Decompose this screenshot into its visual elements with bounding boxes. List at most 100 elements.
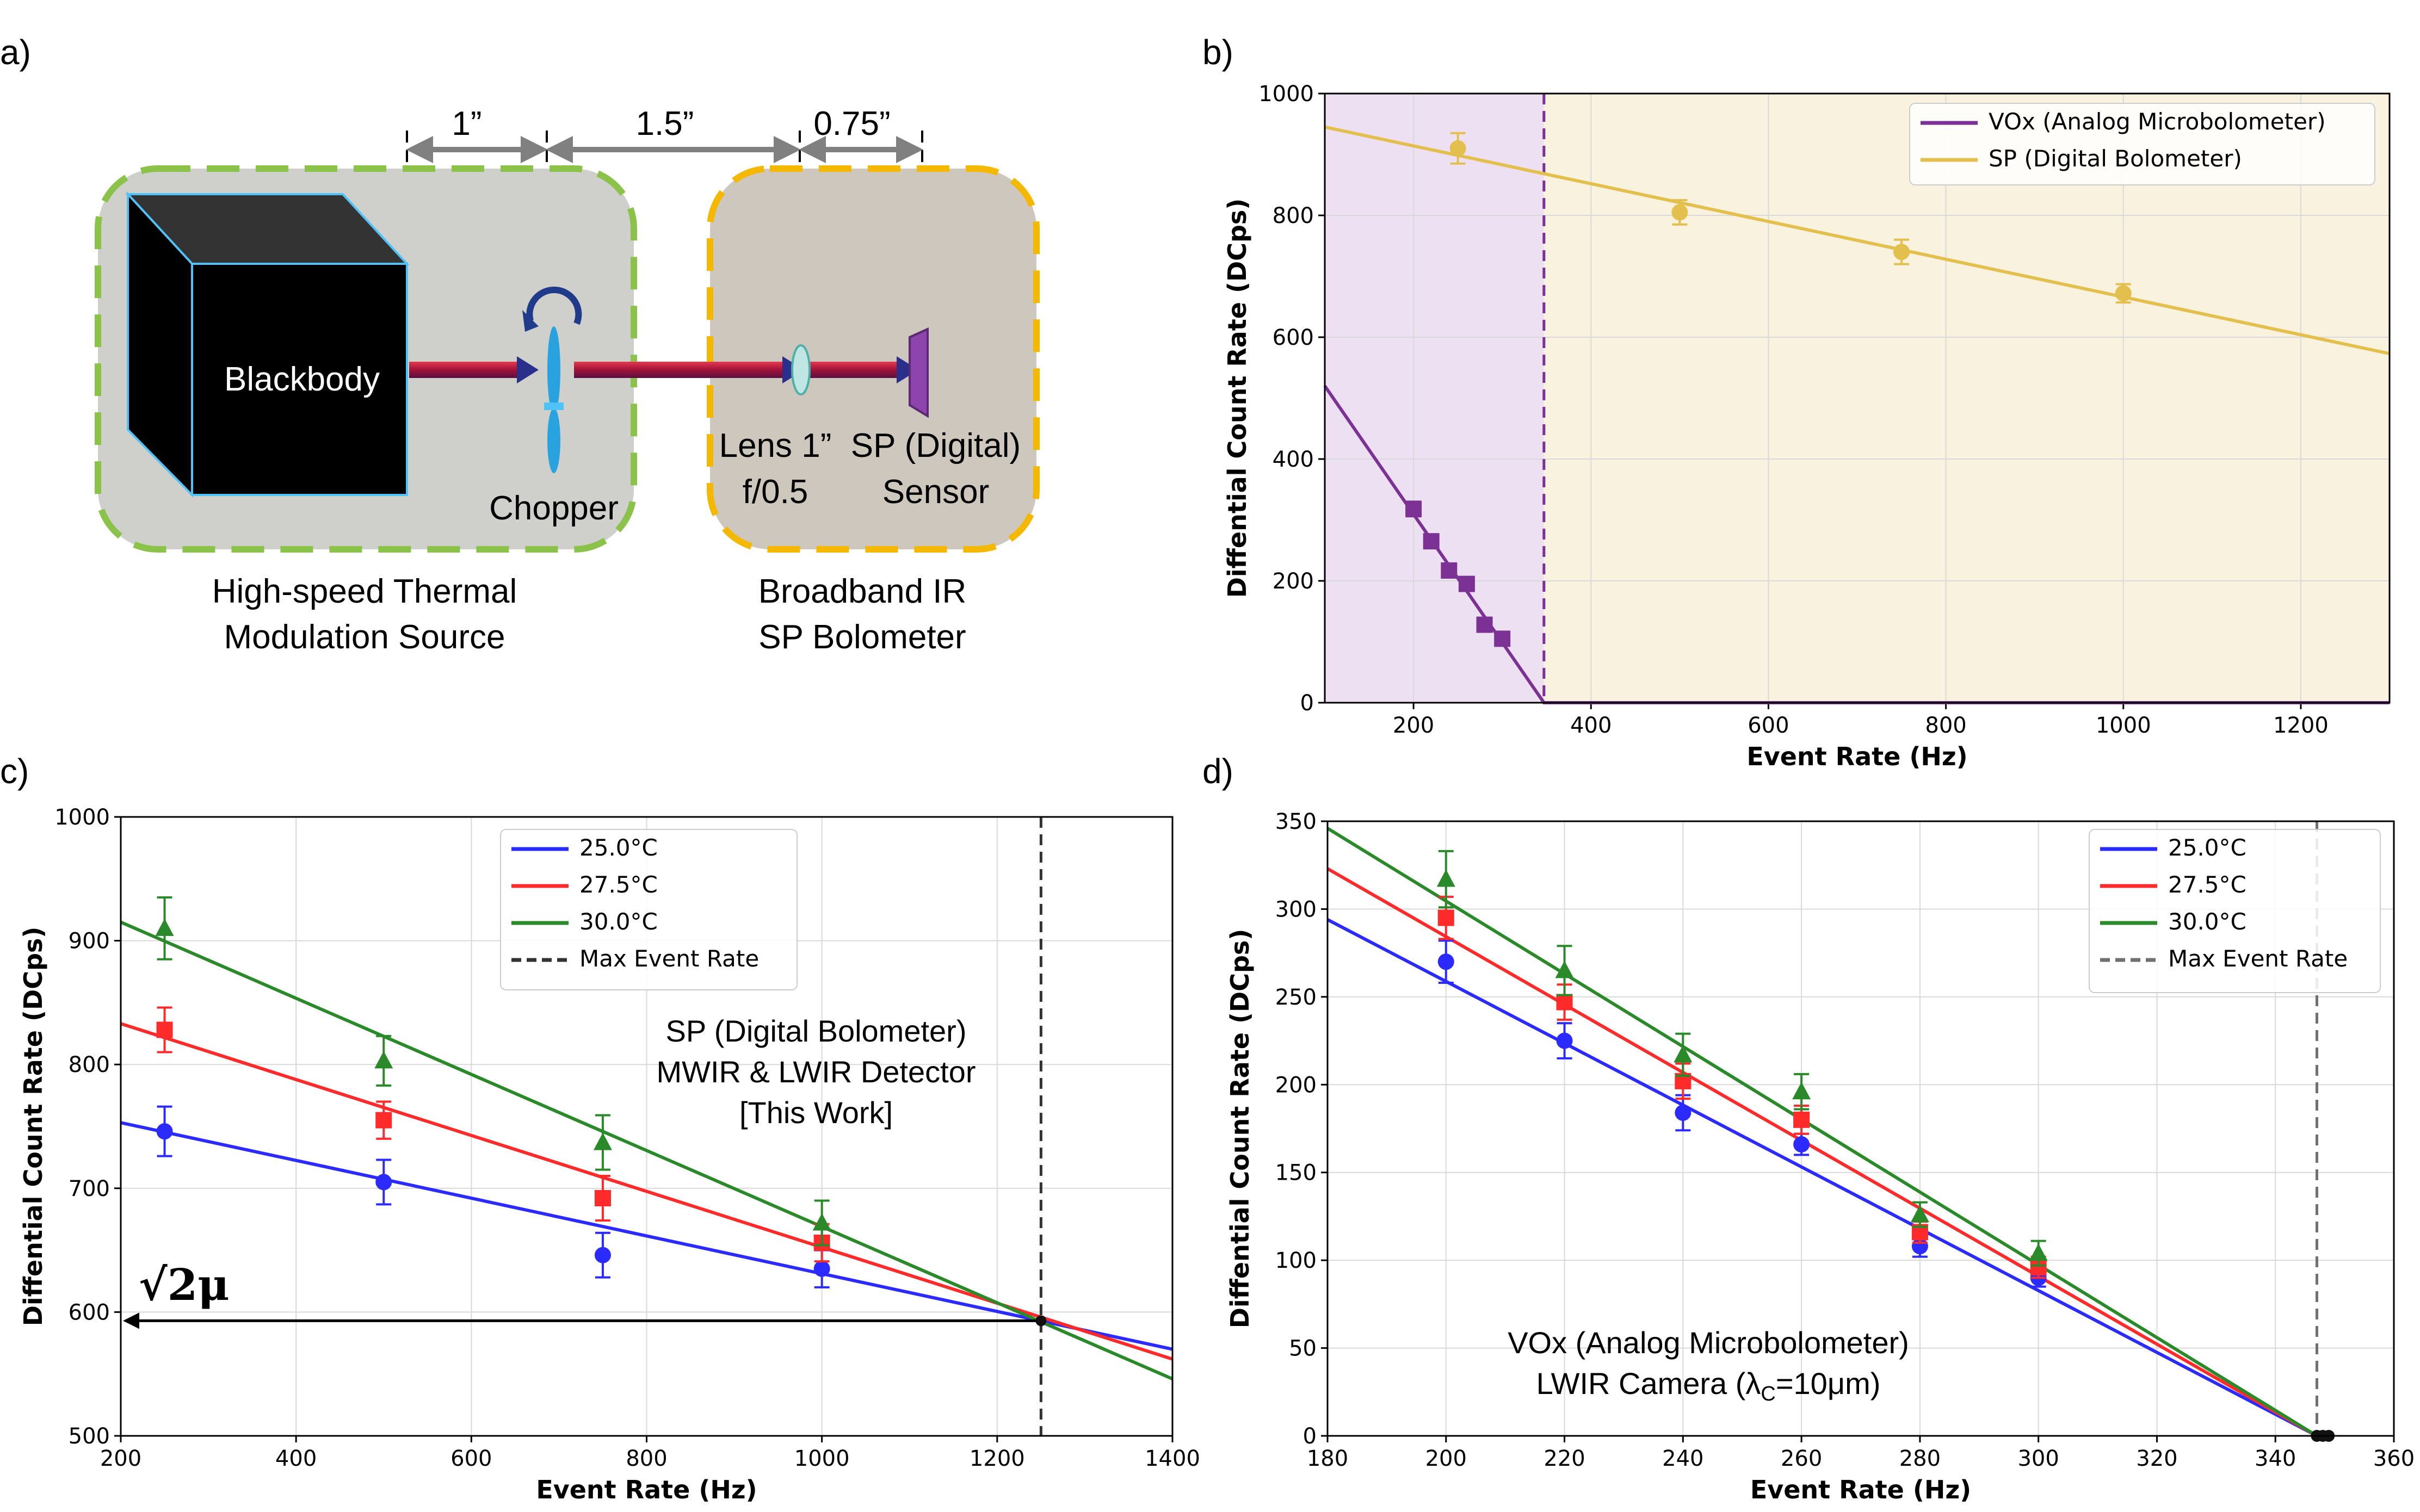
y-axis-title: Diffential Count Rate (DCps): [1223, 199, 1252, 598]
x-tick-label: 400: [275, 1446, 317, 1471]
data-point: [1494, 630, 1511, 647]
x-tick-label: 400: [1570, 713, 1612, 738]
panel-c-label: c): [0, 752, 29, 791]
blackbody-label: Blackbody: [224, 361, 380, 398]
plot-c: 200 400 600 800 1000 1200 1400 500 600 700 800 900 1…: [18, 805, 1200, 1504]
x-tick-label: 360: [2373, 1446, 2415, 1471]
plot-frame: [1326, 820, 2395, 1437]
panel-d-chart: d) 180 200 220 240 260 280 300 320 340 3600501001…: [1202, 752, 2415, 1504]
legend-label: Max Event Rate: [579, 945, 759, 972]
chopper: Chopper: [489, 286, 619, 527]
panel-a-schematic: a) 1” 1.5” 0.75” Blackbody: [0, 33, 1040, 656]
x-tick-label: 340: [2255, 1446, 2296, 1471]
x-tick-label: 240: [1662, 1446, 1703, 1471]
data-point: [1893, 244, 1910, 261]
bolometer-box: [707, 165, 1040, 553]
legend-label: VOx (Analog Microbolometer): [1989, 108, 2326, 135]
plot-b: 200 400 600 800 1000 1200 0 200 400 600 800 1000 Eve…: [1223, 82, 2391, 771]
y-tick-label: 100: [1275, 1248, 1317, 1273]
crossing-point: [1035, 1315, 1047, 1327]
dim-1in: 1”: [452, 105, 481, 142]
x-tick-label: 200: [1425, 1446, 1467, 1471]
data-point: [1556, 994, 1573, 1011]
x-tick-label: 180: [1307, 1446, 1348, 1471]
y-tick-label: 200: [1275, 1073, 1317, 1098]
y-tick-label: 900: [69, 929, 110, 954]
x-tick-label: 200: [100, 1446, 141, 1471]
x-tick-label: 280: [1899, 1446, 1941, 1471]
data-point: [1671, 204, 1688, 221]
x-tick-label: 320: [2136, 1446, 2177, 1471]
legend: 25.0°C 27.5°C 30.0°C Max Event Rate: [500, 829, 798, 990]
legend-label: 25.0°C: [2168, 834, 2246, 861]
y-tick-label: 500: [69, 1424, 110, 1449]
dim-1-5in: 1.5”: [636, 105, 694, 142]
data-point: [812, 1213, 831, 1231]
x-tick-label: 600: [450, 1446, 492, 1471]
legend-label: 30.0°C: [2168, 908, 2246, 935]
y-tick-label: 300: [1275, 897, 1317, 922]
x-tick-label: 1200: [970, 1446, 1025, 1471]
y-tick-label: 350: [1275, 809, 1317, 834]
data-point: [1674, 1045, 1693, 1063]
y-tick-label: 1000: [1258, 82, 1314, 107]
bolo-label-2: SP Bolometer: [758, 618, 966, 656]
y-tick-label: 250: [1275, 985, 1317, 1010]
lens-label-2: f/0.5: [743, 473, 808, 511]
legend-label: 27.5°C: [2168, 871, 2246, 898]
data-point: [155, 918, 174, 936]
data-point: [594, 1190, 611, 1207]
y-tick-label: 50: [1289, 1336, 1317, 1361]
legend-label: 27.5°C: [579, 871, 658, 898]
y-tick-label: 1000: [54, 805, 110, 830]
y-axis-title: Diffential Count Rate (DCps): [18, 927, 48, 1327]
fit-line-1: [1324, 125, 2390, 356]
panel-a-label: a): [0, 33, 31, 72]
data-point: [1441, 562, 1458, 579]
data-point: [1437, 953, 1454, 970]
y-tick-label: 0: [1303, 1424, 1317, 1449]
x-axis-title: Event Rate (Hz): [1746, 742, 1967, 771]
y-tick-label: 200: [1273, 569, 1314, 594]
data-point: [813, 1260, 830, 1277]
data-point: [1436, 869, 1455, 887]
source-label-2: Modulation Source: [224, 618, 505, 656]
dim-0-75in: 0.75”: [813, 105, 890, 142]
data-point: [2115, 285, 2132, 302]
data-point: [1793, 1111, 1810, 1128]
x-tick-label: 300: [2017, 1446, 2059, 1471]
legend-box: [500, 829, 798, 990]
data-point: [1910, 1205, 1929, 1223]
legend-label: 30.0°C: [579, 908, 658, 935]
x-tick-label: 800: [626, 1446, 667, 1471]
x-axis-title: Event Rate (Hz): [536, 1475, 757, 1504]
data-point: [1793, 1136, 1810, 1153]
blackbody-cube: Blackbody: [125, 191, 410, 498]
data-point: [1423, 533, 1440, 550]
y-tick-label: 0: [1300, 691, 1314, 716]
x-tick-label: 260: [1781, 1446, 1822, 1471]
y-tick-label: 150: [1275, 1161, 1317, 1186]
data-point: [375, 1174, 392, 1191]
y-tick-label: 800: [69, 1052, 110, 1077]
data-point: [1405, 500, 1422, 517]
sp-sensor: SP (Digital) Sensor: [851, 327, 1021, 511]
lens: Lens 1” f/0.5: [719, 344, 831, 511]
y-tick-label: 700: [69, 1176, 110, 1201]
sensor-label-2: Sensor: [882, 473, 989, 511]
data-point: [1675, 1104, 1691, 1121]
data-point: [1555, 961, 1574, 978]
c-annotation-1: SP (Digital Bolometer): [666, 1014, 967, 1048]
y-tick-label: 800: [1273, 203, 1314, 228]
ir-beam: [409, 356, 918, 383]
fit-line-0: [120, 1121, 1173, 1351]
d-annotation-1: VOx (Analog Microbolometer): [1508, 1325, 1909, 1360]
data-point: [593, 1132, 612, 1150]
fit-line-0: [1326, 918, 2318, 1437]
rotation-icon: [526, 286, 582, 325]
x-tick-label: 220: [1544, 1446, 1585, 1471]
source-label-1: High-speed Thermal: [212, 573, 517, 610]
legend-box: [1909, 103, 2375, 185]
data-point: [1437, 909, 1454, 926]
data-point: [374, 1051, 393, 1069]
